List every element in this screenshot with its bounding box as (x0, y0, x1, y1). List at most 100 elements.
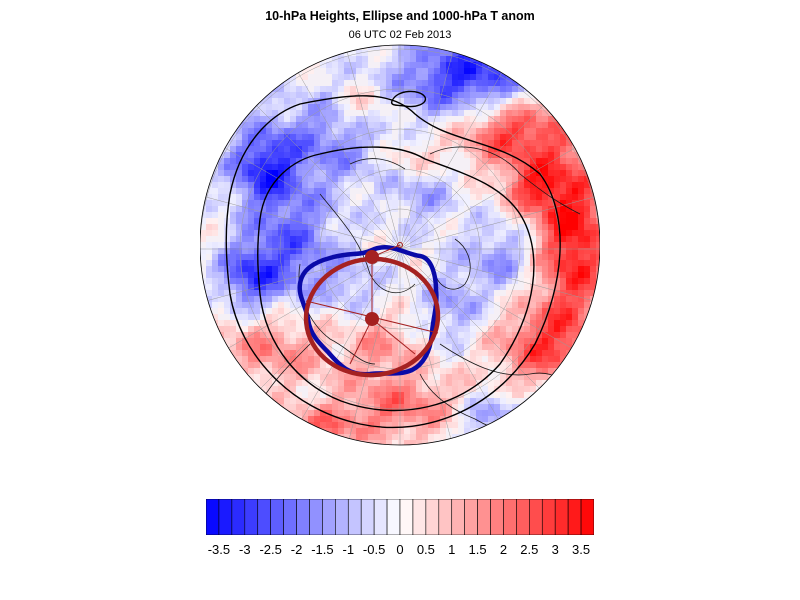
anomaly-cell (368, 80, 374, 86)
anomaly-cell (452, 224, 458, 230)
anomaly-cell (386, 86, 392, 92)
anomaly-cell (284, 344, 290, 350)
anomaly-cell (350, 386, 356, 392)
anomaly-cell (590, 308, 596, 314)
ellipse-major-axis (371, 318, 416, 355)
anomaly-cell (500, 164, 506, 170)
anomaly-cell (254, 380, 260, 386)
anomaly-cell (368, 416, 374, 422)
anomaly-cell (404, 50, 410, 56)
anomaly-cell (476, 194, 482, 200)
ellipse-minor-axis (349, 318, 373, 365)
anomaly-cell (374, 236, 380, 242)
anomaly-cell (548, 290, 554, 296)
anomaly-cell (278, 344, 284, 350)
anomaly-cell (356, 434, 362, 440)
anomaly-cell (584, 212, 590, 218)
anomaly-cell (398, 98, 404, 104)
anomaly-cell (572, 170, 578, 176)
anomaly-cell (266, 212, 272, 218)
anomaly-cell (284, 338, 290, 344)
anomaly-cell (494, 212, 500, 218)
anomaly-cell (446, 62, 452, 68)
anomaly-cell (380, 326, 386, 332)
anomaly-cell (422, 68, 428, 74)
anomaly-cell (236, 128, 242, 134)
anomaly-cell (434, 152, 440, 158)
anomaly-cell (260, 368, 266, 374)
anomaly-cell (338, 374, 344, 380)
anomaly-cell (344, 134, 350, 140)
anomaly-cell (236, 140, 242, 146)
colorbar-box (309, 499, 323, 535)
anomaly-cell (530, 158, 536, 164)
anomaly-cell (296, 170, 302, 176)
anomaly-cell (578, 218, 584, 224)
anomaly-cell (440, 194, 446, 200)
anomaly-cell (254, 320, 260, 326)
anomaly-cell (548, 146, 554, 152)
anomaly-cell (458, 146, 464, 152)
anomaly-cell (446, 272, 452, 278)
anomaly-cell (572, 164, 578, 170)
anomaly-cell (536, 236, 542, 242)
anomaly-cell (398, 362, 404, 368)
anomaly-cell (458, 182, 464, 188)
anomaly-cell (386, 212, 392, 218)
anomaly-cell (320, 134, 326, 140)
anomaly-cell (488, 206, 494, 212)
anomaly-cell (236, 302, 242, 308)
anomaly-cell (506, 266, 512, 272)
anomaly-cell (266, 140, 272, 146)
anomaly-cell (332, 422, 338, 428)
anomaly-cell (560, 314, 566, 320)
anomaly-cell (524, 140, 530, 146)
anomaly-cell (230, 230, 236, 236)
anomaly-cell (206, 284, 212, 290)
anomaly-cell (368, 92, 374, 98)
anomaly-cell (536, 206, 542, 212)
anomaly-cell (506, 110, 512, 116)
anomaly-cell (302, 98, 308, 104)
anomaly-cell (428, 98, 434, 104)
anomaly-cell (308, 350, 314, 356)
anomaly-cell (596, 194, 600, 200)
anomaly-cell (308, 236, 314, 242)
anomaly-cell (356, 56, 362, 62)
anomaly-cell (326, 332, 332, 338)
anomaly-cell (284, 260, 290, 266)
anomaly-cell (458, 206, 464, 212)
anomaly-cell (332, 314, 338, 320)
anomaly-cell (530, 350, 536, 356)
anomaly-cell (446, 242, 452, 248)
anomaly-cell (344, 332, 350, 338)
anomaly-cell (344, 416, 350, 422)
anomaly-cell (458, 254, 464, 260)
anomaly-cell (278, 308, 284, 314)
anomaly-cell (524, 110, 530, 116)
anomaly-cell (434, 368, 440, 374)
anomaly-cell (518, 248, 524, 254)
anomaly-cell (416, 278, 422, 284)
anomaly-cell (320, 296, 326, 302)
anomaly-cell (554, 200, 560, 206)
anomaly-cell (350, 104, 356, 110)
anomaly-cell (572, 290, 578, 296)
anomaly-cell (242, 170, 248, 176)
anomaly-cell (398, 422, 404, 428)
anomaly-cell (392, 80, 398, 86)
anomaly-cell (410, 278, 416, 284)
anomaly-cell (566, 164, 572, 170)
anomaly-cell (500, 158, 506, 164)
anomaly-cell (518, 218, 524, 224)
anomaly-cell (476, 302, 482, 308)
anomaly-cell (278, 224, 284, 230)
anomaly-cell (434, 356, 440, 362)
anomaly-cell (302, 128, 308, 134)
anomaly-cell (506, 344, 512, 350)
anomaly-cell (482, 308, 488, 314)
anomaly-cell (572, 236, 578, 242)
anomaly-cell (440, 206, 446, 212)
anomaly-cell (236, 206, 242, 212)
anomaly-cell (242, 176, 248, 182)
